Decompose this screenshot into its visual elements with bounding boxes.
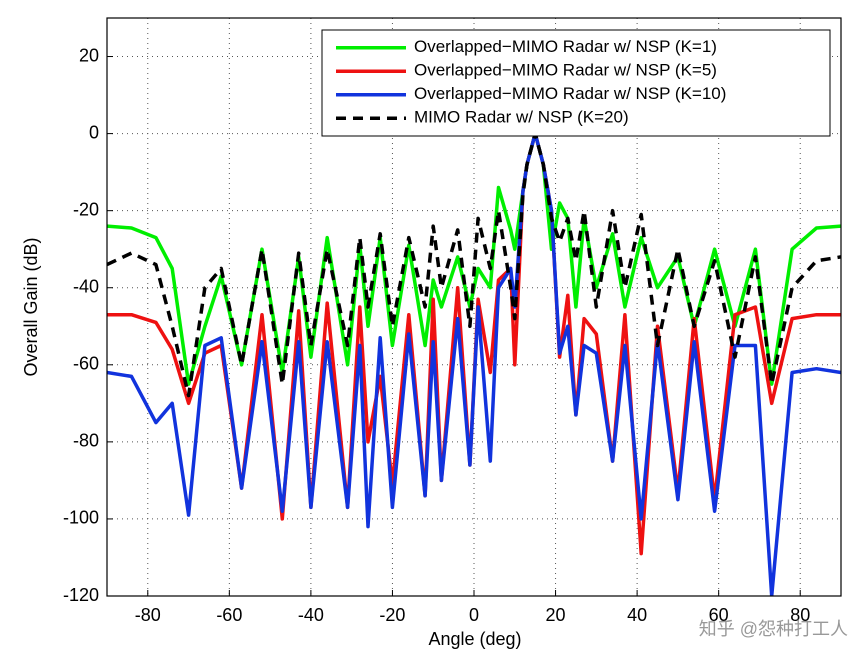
legend-label: Overlapped−MIMO Radar w/ NSP (K=1) bbox=[414, 37, 717, 56]
y-tick-label: -60 bbox=[73, 354, 99, 374]
y-tick-label: -120 bbox=[63, 585, 99, 605]
watermark: 知乎 @怨种打工人 bbox=[699, 619, 848, 639]
x-axis-label: Angle (deg) bbox=[428, 629, 521, 649]
legend: Overlapped−MIMO Radar w/ NSP (K=1) Overla… bbox=[321, 29, 831, 137]
x-tick-label: -20 bbox=[379, 605, 405, 625]
plot-lines bbox=[107, 131, 841, 596]
x-tick-label: 0 bbox=[469, 605, 479, 625]
legend-label: Overlapped−MIMO Radar w/ NSP (K=5) bbox=[414, 61, 717, 80]
y-tick-label: -80 bbox=[73, 431, 99, 451]
legend-box bbox=[321, 29, 831, 137]
y-tick-label: -100 bbox=[63, 508, 99, 528]
x-tick-label: 40 bbox=[627, 605, 647, 625]
y-axis-label: Overall Gain (dB) bbox=[21, 237, 41, 376]
series-line bbox=[107, 131, 841, 398]
legend-label: MIMO Radar w/ NSP (K=20) bbox=[414, 108, 629, 127]
x-tick-label: -80 bbox=[135, 605, 161, 625]
x-tick-label: 60 bbox=[709, 605, 729, 625]
x-tick-label: 20 bbox=[546, 605, 566, 625]
y-tick-label: 20 bbox=[79, 45, 99, 65]
y-tick-label: -40 bbox=[73, 276, 99, 296]
legend-label: Overlapped−MIMO Radar w/ NSP (K=10) bbox=[414, 84, 726, 103]
x-tick-label: -40 bbox=[298, 605, 324, 625]
ticks: -80 -60 -40 -20 0 20 40 60 80 -120 -100 -80 -60 -40 -2… bbox=[63, 45, 810, 624]
x-tick-label: -60 bbox=[216, 605, 242, 625]
x-tick-label: 80 bbox=[790, 605, 810, 625]
y-tick-label: 0 bbox=[89, 122, 99, 142]
series-line bbox=[107, 131, 841, 596]
y-tick-label: -20 bbox=[73, 199, 99, 219]
